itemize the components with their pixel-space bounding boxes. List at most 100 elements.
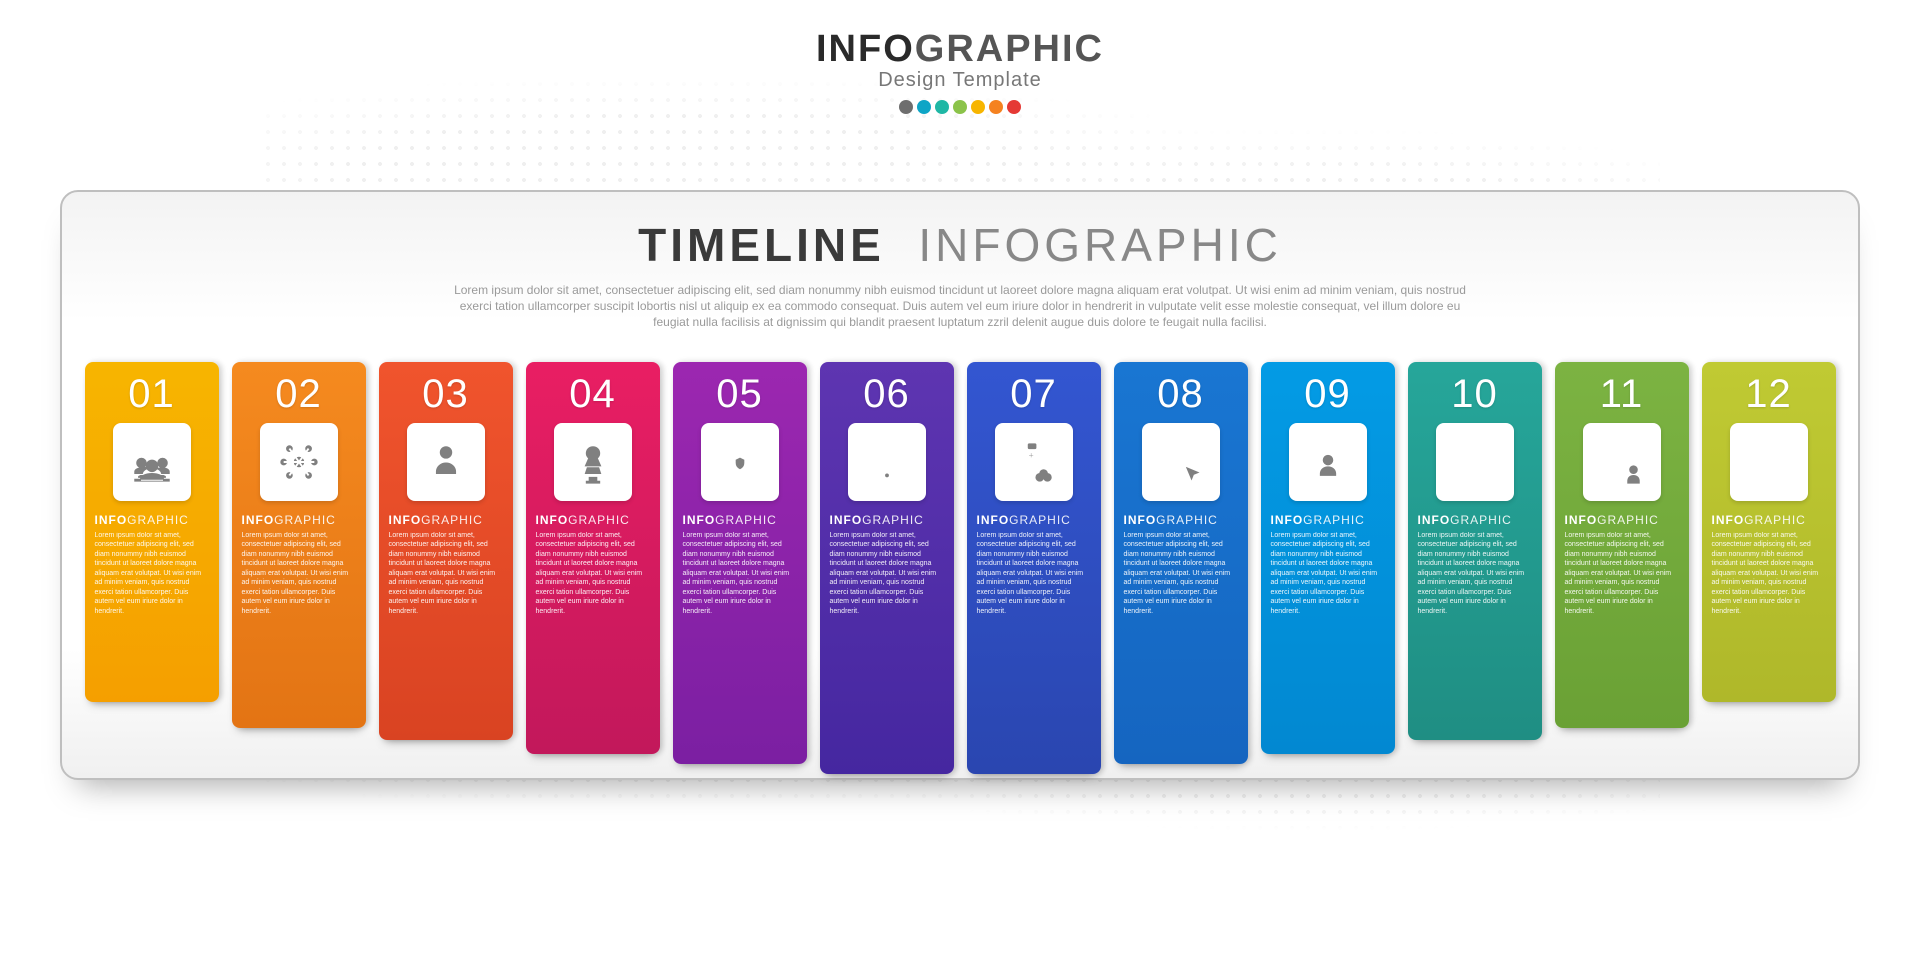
- card-label-bold: INFO: [95, 513, 128, 527]
- time-person-icon: [1599, 439, 1645, 485]
- card-label-light: GRAPHIC: [1009, 513, 1071, 527]
- card-label-bold: INFO: [1565, 513, 1598, 527]
- header-dot: [935, 100, 949, 114]
- card-number: 10: [1418, 372, 1532, 417]
- panel-title-light: INFOGRAPHIC: [918, 219, 1281, 271]
- header-dot: [917, 100, 931, 114]
- card-number: 03: [389, 372, 503, 417]
- secure-chip-icon: [717, 439, 763, 485]
- timeline-card: 01 INFOGRAPHIC Lorem ipsum dolor sit ame…: [85, 362, 219, 702]
- card-number: 07: [977, 372, 1091, 417]
- card-number: 11: [1565, 372, 1679, 417]
- card-body: Lorem ipsum dolor sit amet, consectetuer…: [977, 531, 1091, 616]
- clipboard-money-icon: [1011, 439, 1057, 485]
- card-number: 01: [95, 372, 209, 417]
- card-label-light: GRAPHIC: [421, 513, 483, 527]
- timeline-panel: TIMELINE INFOGRAPHIC Lorem ipsum dolor s…: [60, 190, 1860, 780]
- header-subtitle: Design Template: [0, 69, 1920, 92]
- card-body: Lorem ipsum dolor sit amet, consectetuer…: [95, 531, 209, 616]
- timeline-card: 04 INFOGRAPHIC Lorem ipsum dolor sit ame…: [526, 362, 660, 754]
- card-label-light: GRAPHIC: [862, 513, 924, 527]
- timeline-card: 05 INFOGRAPHIC Lorem ipsum dolor sit ame…: [673, 362, 807, 764]
- timeline-card: 07 INFOGRAPHIC Lorem ipsum dolor sit ame…: [967, 362, 1101, 774]
- card-label-bold: INFO: [389, 513, 422, 527]
- card-body: Lorem ipsum dolor sit amet, consectetuer…: [1565, 531, 1679, 616]
- team-icon: [129, 439, 175, 485]
- card-number: 02: [242, 372, 356, 417]
- card-label: INFOGRAPHIC: [1271, 513, 1385, 527]
- card-label-bold: INFO: [1418, 513, 1451, 527]
- puzzle-icon: [1452, 439, 1498, 485]
- card-label-bold: INFO: [683, 513, 716, 527]
- card-label-light: GRAPHIC: [1744, 513, 1806, 527]
- card-label: INFOGRAPHIC: [977, 513, 1091, 527]
- card-icon-box: [1436, 423, 1514, 501]
- header-title-light: GRAPHIC: [915, 28, 1104, 70]
- card-body: Lorem ipsum dolor sit amet, consectetuer…: [1271, 531, 1385, 616]
- card-label-light: GRAPHIC: [1450, 513, 1512, 527]
- card-number: 08: [1124, 372, 1238, 417]
- card-label-light: GRAPHIC: [568, 513, 630, 527]
- header-dot: [953, 100, 967, 114]
- timeline-card: 11 INFOGRAPHIC Lorem ipsum dolor sit ame…: [1555, 362, 1689, 728]
- card-icon-box: [701, 423, 779, 501]
- header-dot: [989, 100, 1003, 114]
- card-icon-box: [1730, 423, 1808, 501]
- user-screens-icon: [1305, 439, 1351, 485]
- panel-title-bold: TIMELINE: [638, 219, 885, 271]
- card-label-bold: INFO: [1712, 513, 1745, 527]
- card-label: INFOGRAPHIC: [830, 513, 944, 527]
- card-icon-box: [1289, 423, 1367, 501]
- card-body: Lorem ipsum dolor sit amet, consectetuer…: [1712, 531, 1826, 616]
- card-icon-box: [407, 423, 485, 501]
- card-body: Lorem ipsum dolor sit amet, consectetuer…: [1124, 531, 1238, 616]
- card-label-light: GRAPHIC: [1597, 513, 1659, 527]
- card-body: Lorem ipsum dolor sit amet, consectetuer…: [536, 531, 650, 616]
- card-label: INFOGRAPHIC: [95, 513, 209, 527]
- mobile-health-icon: [864, 439, 910, 485]
- header-dot: [971, 100, 985, 114]
- card-label-bold: INFO: [830, 513, 863, 527]
- header-title-bold: INFO: [816, 28, 915, 70]
- card-number: 09: [1271, 372, 1385, 417]
- card-number: 05: [683, 372, 797, 417]
- card-label: INFOGRAPHIC: [1565, 513, 1679, 527]
- card-label: INFOGRAPHIC: [242, 513, 356, 527]
- timeline-card: 12 INFOGRAPHIC Lorem ipsum dolor sit ame…: [1702, 362, 1836, 702]
- timeline-card: 10 INFOGRAPHIC Lorem ipsum dolor sit ame…: [1408, 362, 1542, 740]
- card-body: Lorem ipsum dolor sit amet, consectetuer…: [242, 531, 356, 616]
- card-icon-box: [1142, 423, 1220, 501]
- card-label-light: GRAPHIC: [274, 513, 336, 527]
- storefront-icon: [1746, 439, 1792, 485]
- card-label-bold: INFO: [242, 513, 275, 527]
- card-label: INFOGRAPHIC: [389, 513, 503, 527]
- card-label-light: GRAPHIC: [715, 513, 777, 527]
- timeline-card: 06 INFOGRAPHIC Lorem ipsum dolor sit ame…: [820, 362, 954, 774]
- timeline-cards-row: 01 INFOGRAPHIC Lorem ipsum dolor sit ame…: [80, 362, 1840, 774]
- header-dot-row: [0, 100, 1920, 114]
- card-label: INFOGRAPHIC: [1124, 513, 1238, 527]
- timeline-card: 02 INFOGRAPHIC Lorem ipsum dolor sit ame…: [232, 362, 366, 728]
- chess-icon: [570, 439, 616, 485]
- card-label: INFOGRAPHIC: [1418, 513, 1532, 527]
- card-body: Lorem ipsum dolor sit amet, consectetuer…: [830, 531, 944, 616]
- person-basket-icon: [423, 439, 469, 485]
- card-body: Lorem ipsum dolor sit amet, consectetuer…: [389, 531, 503, 616]
- card-body: Lorem ipsum dolor sit amet, consectetuer…: [683, 531, 797, 616]
- card-label-light: GRAPHIC: [127, 513, 189, 527]
- globe-cursor-icon: [1158, 439, 1204, 485]
- card-label-bold: INFO: [536, 513, 569, 527]
- header-title: INFOGRAPHIC: [0, 28, 1920, 71]
- card-icon-box: [848, 423, 926, 501]
- card-label-light: GRAPHIC: [1156, 513, 1218, 527]
- panel-description: Lorem ipsum dolor sit amet, consectetuer…: [450, 282, 1470, 331]
- card-label: INFOGRAPHIC: [683, 513, 797, 527]
- header-dot: [899, 100, 913, 114]
- card-icon-box: [995, 423, 1073, 501]
- page-header: INFOGRAPHIC Design Template: [0, 28, 1920, 114]
- panel-title: TIMELINE INFOGRAPHIC: [62, 218, 1858, 272]
- card-number: 04: [536, 372, 650, 417]
- timeline-card: 03 INFOGRAPHIC Lorem ipsum dolor sit ame…: [379, 362, 513, 740]
- card-label-bold: INFO: [977, 513, 1010, 527]
- card-icon-box: [1583, 423, 1661, 501]
